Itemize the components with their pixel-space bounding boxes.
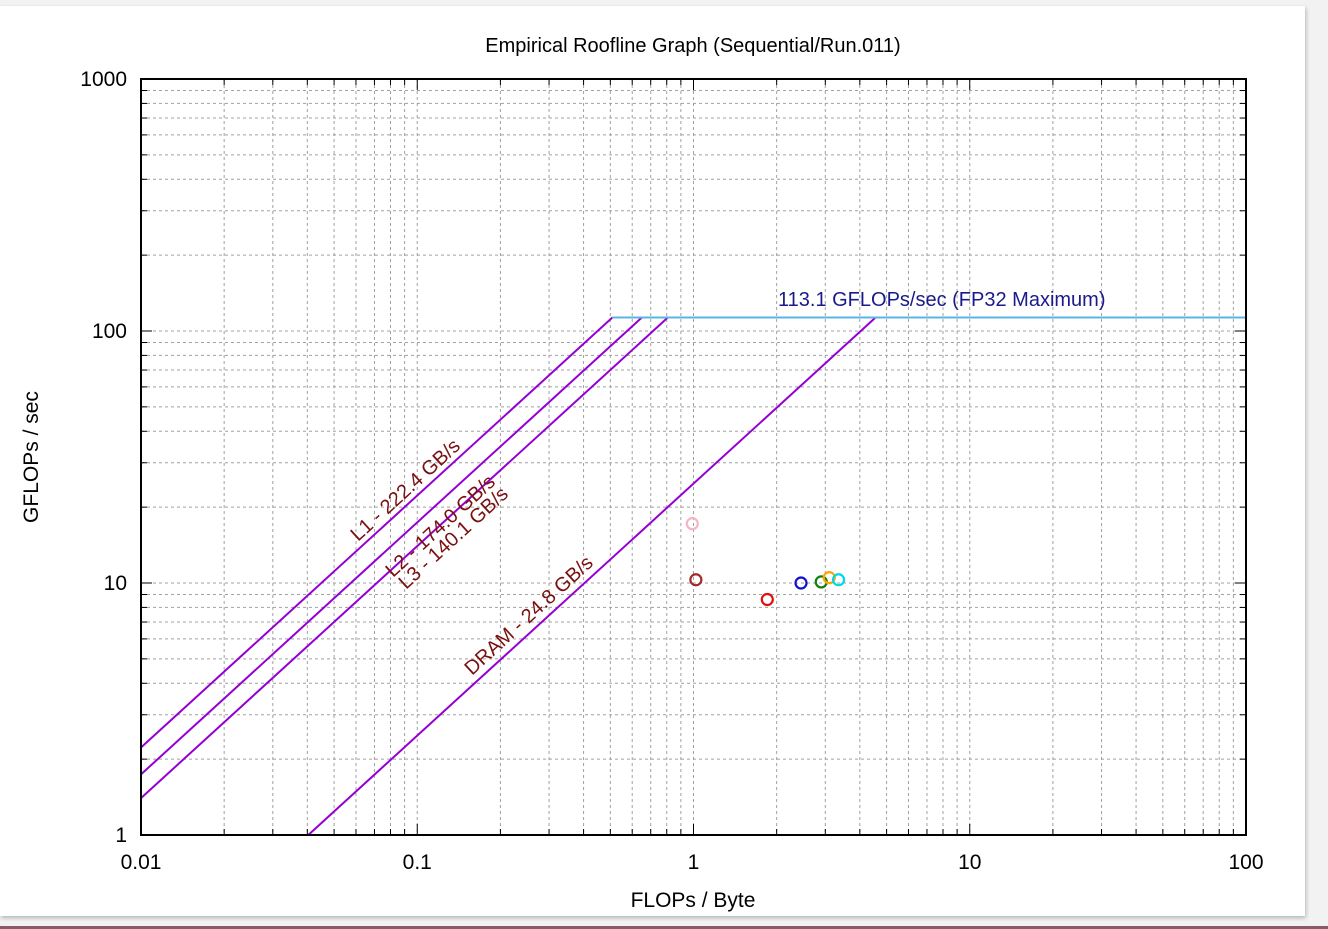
data-points <box>685 517 846 607</box>
x-tick-label: 1 <box>688 851 700 874</box>
x-axis-label: FLOPs / Byte <box>631 889 756 912</box>
roof-label-dram: DRAM - 24.8 GB/s <box>461 552 598 680</box>
y-axis-label: GFLOPs / sec <box>20 391 43 523</box>
data-point <box>685 517 699 531</box>
axis-ticks: 0.01 0.1 1 10 100 1 10 100 1000 <box>80 68 1263 874</box>
roof-line-dram <box>307 316 877 835</box>
roof-lines <box>141 316 1246 835</box>
y-tick-label: 10 <box>104 572 127 595</box>
ceiling-label: 113.1 GFLOPs/sec (FP32 Maximum) <box>778 289 1106 311</box>
y-tick-label: 1000 <box>80 68 127 91</box>
data-point <box>794 576 808 590</box>
data-point <box>689 573 703 587</box>
x-tick-label: 0.01 <box>121 851 162 874</box>
data-point <box>822 571 836 585</box>
data-point <box>760 592 774 607</box>
x-tick-label: 0.1 <box>403 851 432 874</box>
data-point <box>831 573 846 587</box>
chart-title: Empirical Roofline Graph (Sequential/Run… <box>485 35 900 57</box>
y-tick-label: 1 <box>115 824 127 847</box>
roof-line-l2 <box>141 316 643 776</box>
x-tick-label: 100 <box>1228 851 1263 874</box>
window-bottom-edge <box>0 926 1328 929</box>
roof-line-l1 <box>141 316 614 749</box>
chart-panel <box>0 6 1305 916</box>
x-tick-label: 10 <box>958 851 981 874</box>
roof-line-l3 <box>141 316 669 799</box>
y-tick-label: 100 <box>92 320 127 343</box>
grid <box>141 79 1246 835</box>
